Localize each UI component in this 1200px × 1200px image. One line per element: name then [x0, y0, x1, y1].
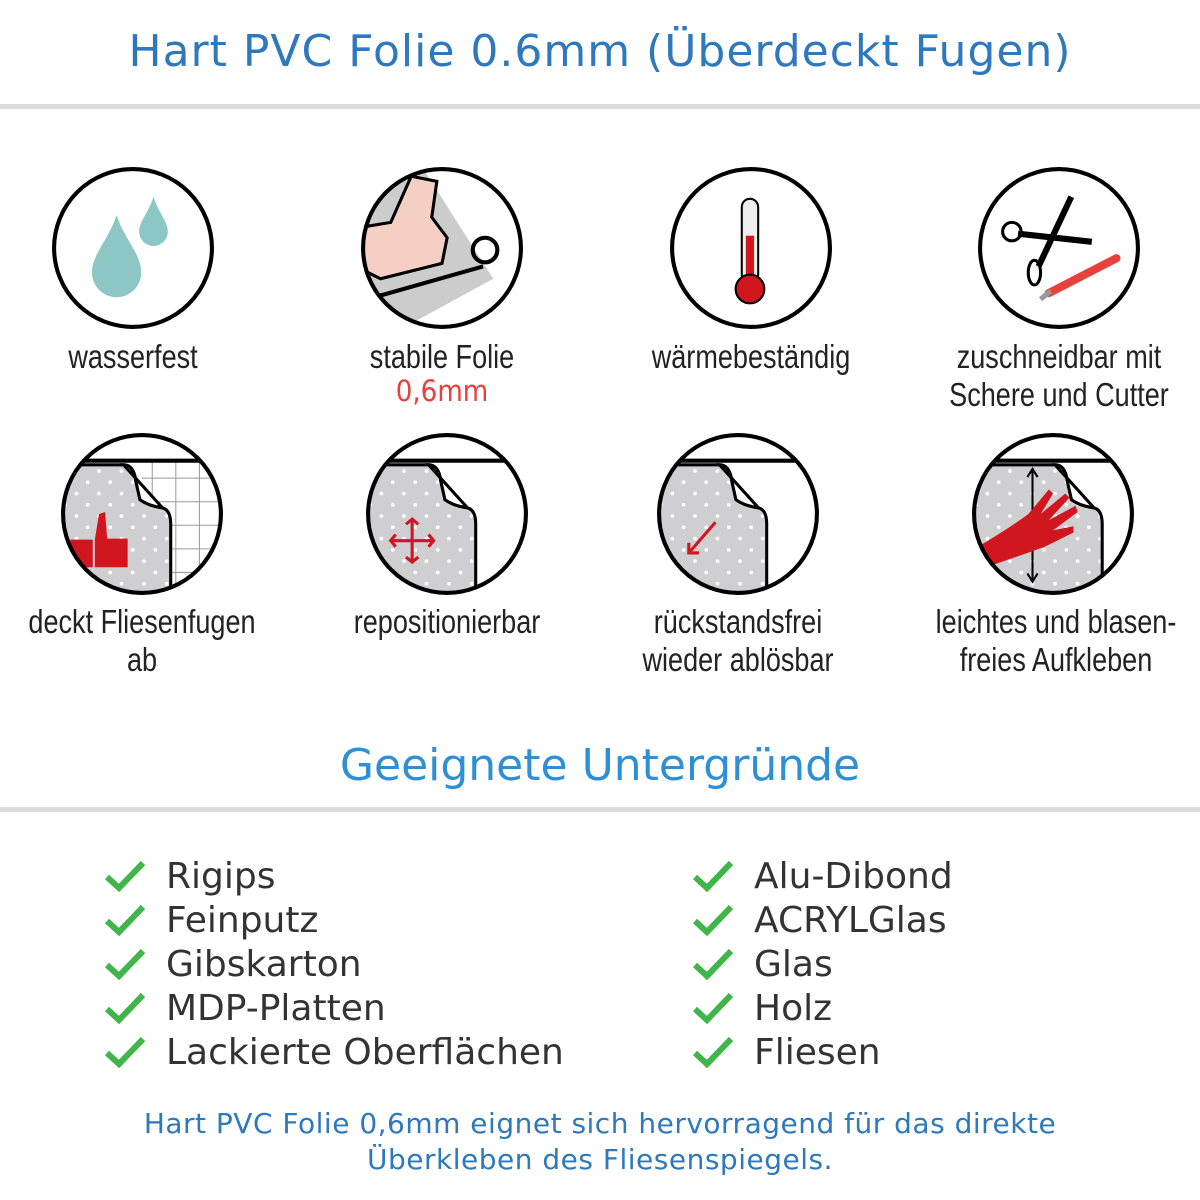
- check-icon: [692, 1036, 734, 1069]
- surface-item: ACRYLGlas: [692, 898, 953, 942]
- page-title: Hart PVC Folie 0.6mm (Überdeckt Fugen): [128, 26, 1072, 77]
- surfaces-list-left: Rigips Feinputz Gibskarton MDP-Platten Lacki…: [104, 854, 564, 1074]
- check-icon: [692, 904, 734, 937]
- surfaces-list-right: Alu-Dibond ACRYLGlas Glas Holz Fliesen: [692, 854, 953, 1074]
- thermometer-icon: [670, 167, 832, 329]
- check-icon: [692, 860, 734, 893]
- check-icon: [692, 948, 734, 981]
- feature-label: wasserfest: [68, 338, 198, 375]
- thickness-note: 0,6mm: [395, 374, 489, 408]
- feature-label: wärmebeständig: [651, 338, 851, 375]
- feature-label-line2: wieder ablösbar: [642, 641, 834, 678]
- surface-label: Feinputz: [166, 899, 319, 941]
- feature-label-text: stabile Folie: [369, 338, 515, 375]
- hand-smooth-icon: [972, 433, 1134, 595]
- surface-item: Alu-Dibond: [692, 854, 953, 898]
- strong-arm-icon: [361, 167, 523, 329]
- check-icon: [104, 904, 146, 937]
- peel-arrow-icon: [657, 433, 819, 595]
- surface-item: MDP-Platten: [104, 986, 564, 1030]
- surface-label: Holz: [754, 987, 832, 1029]
- surface-item: Holz: [692, 986, 953, 1030]
- feature-label: stabile Folie 0,6mm: [319, 338, 565, 406]
- surface-item: Glas: [692, 942, 953, 986]
- footer-line: Überkleben des Fliesenspiegels.: [367, 1143, 833, 1176]
- check-icon: [104, 948, 146, 981]
- surface-label: Rigips: [166, 855, 276, 897]
- surface-label: Alu-Dibond: [754, 855, 953, 897]
- thumbs-up-tiles-icon: [61, 433, 223, 595]
- surface-item: Lackierte Oberflächen: [104, 1030, 564, 1074]
- surface-label: ACRYLGlas: [754, 899, 947, 941]
- surface-label: Glas: [754, 943, 833, 985]
- feature-label-line2: freies Aufkleben: [959, 641, 1153, 678]
- surface-item: Feinputz: [104, 898, 564, 942]
- divider: [0, 104, 1200, 109]
- water-drops-icon: [52, 167, 214, 329]
- check-icon: [692, 992, 734, 1025]
- feature-label: deckt Fliesenfugen ab: [28, 603, 256, 678]
- surface-label: MDP-Platten: [166, 987, 386, 1029]
- section-heading: Geeignete Untergründe: [339, 740, 861, 791]
- surface-item: Fliesen: [692, 1030, 953, 1074]
- surface-label: Lackierte Oberflächen: [166, 1031, 564, 1073]
- move-arrows-icon: [366, 433, 528, 595]
- footer-line: Hart PVC Folie 0,6mm eignet sich hervorr…: [143, 1107, 1057, 1140]
- surface-item: Rigips: [104, 854, 564, 898]
- scissors-cutter-icon: [978, 167, 1140, 329]
- surface-label: Gibskarton: [166, 943, 362, 985]
- feature-label-line1: rückstandsfrei: [653, 603, 823, 640]
- feature-label: leichtes und blasen-freies Aufkleben: [933, 603, 1179, 679]
- divider: [0, 807, 1200, 812]
- check-icon: [104, 860, 146, 893]
- surface-item: Gibskarton: [104, 942, 564, 986]
- check-icon: [104, 1036, 146, 1069]
- surface-label: Fliesen: [754, 1031, 881, 1073]
- feature-label: zuschneidbar mit Schere und Cutter: [936, 338, 1182, 414]
- footer-note: Hart PVC Folie 0,6mm eignet sich hervorr…: [0, 1106, 1200, 1178]
- feature-label-line1: leichtes und blasen-: [935, 603, 1177, 640]
- feature-label-line2: Schere und Cutter: [949, 376, 1169, 413]
- feature-label: repositionierbar: [353, 603, 541, 640]
- check-icon: [104, 992, 146, 1025]
- feature-label: rückstandsfrei wieder ablösbar: [615, 603, 861, 679]
- feature-label-line1: zuschneidbar mit: [956, 338, 1162, 375]
